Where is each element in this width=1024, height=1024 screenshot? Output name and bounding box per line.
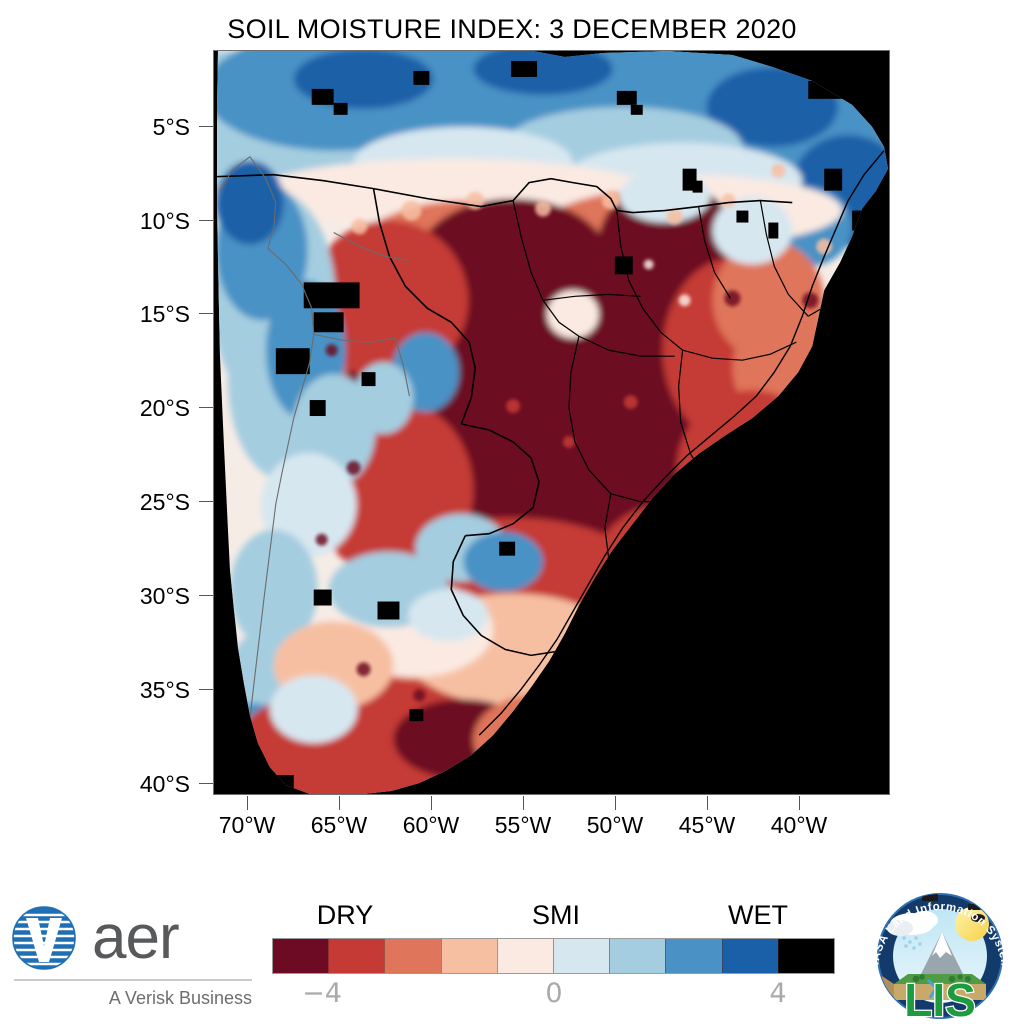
map-raster [214, 51, 889, 794]
colorbar-segment-6 [609, 939, 666, 973]
coastline [478, 150, 885, 736]
lat-label-25s: 25°S [139, 489, 190, 515]
soil-moisture-map[interactable] [213, 50, 890, 795]
lon-tick-2 [431, 796, 432, 810]
lat-label-30s: 30°S [139, 583, 190, 609]
colorbar-tick-min: −4 [302, 978, 342, 1009]
page-title: SOIL MOISTURE INDEX: 3 DECEMBER 2020 [227, 14, 797, 44]
lat-label-5s: 5°S [152, 114, 190, 140]
colorbar-segment-5 [553, 939, 610, 973]
lat-tick-3 [199, 407, 213, 408]
lat-label-10s: 10°S [139, 208, 190, 234]
lat-label-40s: 40°S [139, 771, 190, 797]
lat-tick-7 [199, 783, 213, 784]
colorbar-segment-0 [273, 939, 329, 973]
aer-tagline: A Verisk Business [109, 988, 252, 1008]
lon-tick-0 [247, 796, 248, 810]
colorbar-label-dry: DRY [316, 900, 374, 930]
lis-scene-icon [882, 894, 989, 1003]
lon-label-50w: 50°W [586, 812, 644, 838]
colorbar-segment-1 [328, 939, 385, 973]
lon-tick-3 [523, 796, 524, 810]
lon-label-45w: 45°W [678, 812, 736, 838]
lat-label-20s: 20°S [139, 395, 190, 421]
lon-label-60w: 60°W [402, 812, 460, 838]
colorbar-segment-9 [777, 939, 835, 973]
lon-label-55w: 55°W [494, 812, 552, 838]
colorbar-label-wet: WET [728, 900, 788, 930]
lon-tick-4 [615, 796, 616, 810]
colorbar-label-center: SMI [531, 900, 580, 930]
lon-tick-5 [707, 796, 708, 810]
lat-tick-4 [199, 501, 213, 502]
colorbar-segment-8 [721, 939, 778, 973]
aer-wordmark: aer [92, 903, 179, 972]
colorbar-tick-max: 4 [769, 978, 787, 1009]
colorbar-segment-2 [384, 939, 441, 973]
aer-logo[interactable]: aer A Verisk Business [8, 898, 258, 1018]
lon-label-70w: 70°W [218, 812, 276, 838]
colorbar-segment-7 [665, 939, 722, 973]
colorbar-segment-4 [496, 939, 554, 973]
lis-acronym: LIS [904, 974, 976, 1024]
lon-tick-6 [799, 796, 800, 810]
lat-tick-2 [199, 313, 213, 314]
colorbar-segment-3 [440, 939, 497, 973]
aer-globe-icon [12, 906, 76, 970]
lon-tick-1 [339, 796, 340, 810]
lat-tick-0 [199, 126, 213, 127]
colorbar[interactable] [272, 938, 835, 974]
lat-tick-6 [199, 689, 213, 690]
lat-tick-5 [199, 595, 213, 596]
lon-label-65w: 65°W [310, 812, 368, 838]
lat-tick-1 [199, 220, 213, 221]
nasa-lis-logo[interactable]: NASA Land Information System LIS [860, 888, 1020, 1024]
lat-label-15s: 15°S [139, 301, 190, 327]
lat-label-35s: 35°S [139, 677, 190, 703]
lon-label-40w: 40°W [770, 812, 828, 838]
colorbar-tick-mid: 0 [545, 978, 563, 1009]
